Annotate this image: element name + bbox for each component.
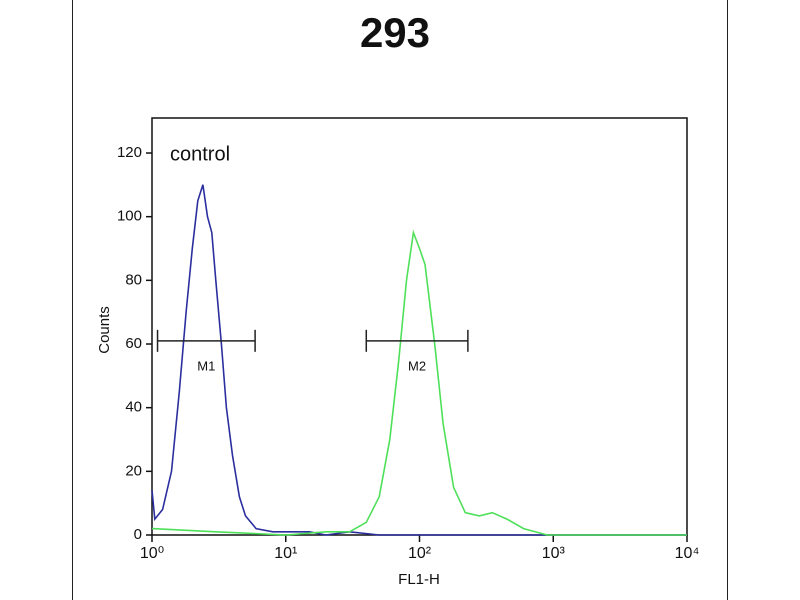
x-tick-label: 10³ [542,545,566,562]
y-tick-label: 60 [125,335,142,352]
gate-label: M2 [408,358,426,373]
y-axis-label: Counts [96,306,113,354]
x-tick-label: 10¹ [274,545,297,562]
y-tick-label: 120 [117,144,142,161]
legend-label: control [170,143,230,165]
histogram-line [151,229,687,536]
y-tick-label: 0 [134,526,142,543]
x-tick-label: 10² [408,545,432,562]
chart-title: 293 [360,9,430,56]
x-tick-label: 10⁰ [140,545,164,562]
x-tick-label: 10⁴ [675,545,700,562]
y-tick-label: 20 [125,462,142,479]
frame [72,0,728,600]
histogram-line [151,184,687,536]
y-tick-label: 100 [117,208,142,225]
gate-label: M1 [197,358,215,373]
y-tick-label: 80 [125,271,142,288]
x-axis-label: FL1-H [398,571,440,588]
y-tick-label: 40 [125,399,142,416]
